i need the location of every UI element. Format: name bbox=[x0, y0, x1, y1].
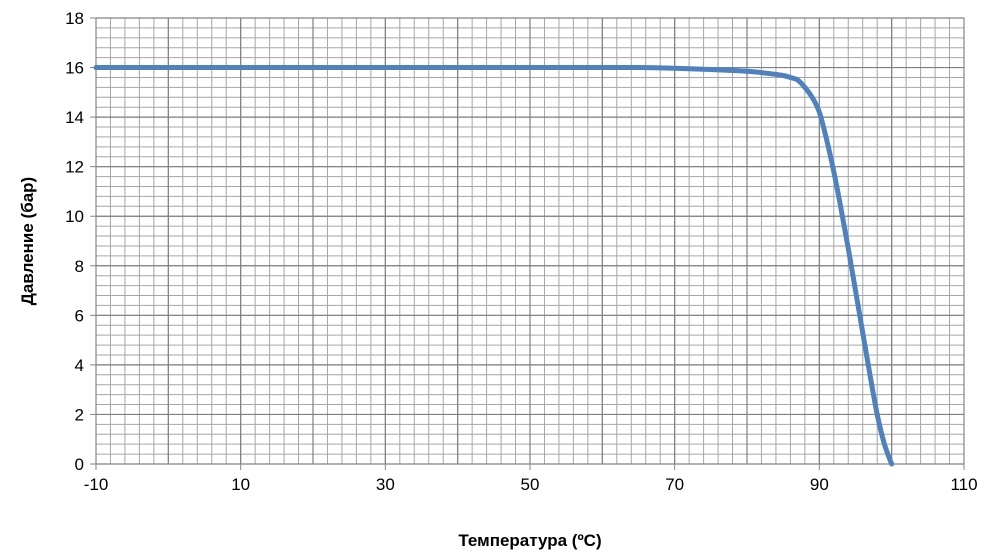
x-tick-label: 90 bbox=[810, 475, 829, 494]
y-tick-label: 2 bbox=[75, 405, 84, 424]
series-layer bbox=[93, 65, 895, 467]
y-tick-label: 18 bbox=[65, 9, 84, 28]
x-tick-label: 10 bbox=[231, 475, 250, 494]
series-line-0 bbox=[93, 65, 895, 467]
x-tick-label: 110 bbox=[950, 475, 977, 494]
x-tick-label: 30 bbox=[376, 475, 395, 494]
y-tick-label: 16 bbox=[65, 59, 84, 78]
y-tick-label: 6 bbox=[75, 306, 84, 325]
y-tick-label: 12 bbox=[65, 158, 84, 177]
y-tick-label: 4 bbox=[75, 356, 84, 375]
y-tick-label: 0 bbox=[75, 455, 84, 474]
y-tick-label: 14 bbox=[65, 108, 84, 127]
x-tick-label: 70 bbox=[665, 475, 684, 494]
y-tick-label: 8 bbox=[75, 257, 84, 276]
x-tick-label: 50 bbox=[521, 475, 540, 494]
x-axis-ticks: -10 10 30 50 70 90 110 bbox=[84, 464, 978, 494]
x-axis-title: Температура (ºC) bbox=[458, 531, 601, 550]
x-tick-label: -10 bbox=[84, 475, 109, 494]
y-tick-label: 10 bbox=[65, 207, 84, 226]
y-axis-ticks: 0 2 4 6 8 10 12 14 16 18 bbox=[65, 9, 96, 474]
y-axis-title: Давление (бар) bbox=[18, 177, 37, 305]
